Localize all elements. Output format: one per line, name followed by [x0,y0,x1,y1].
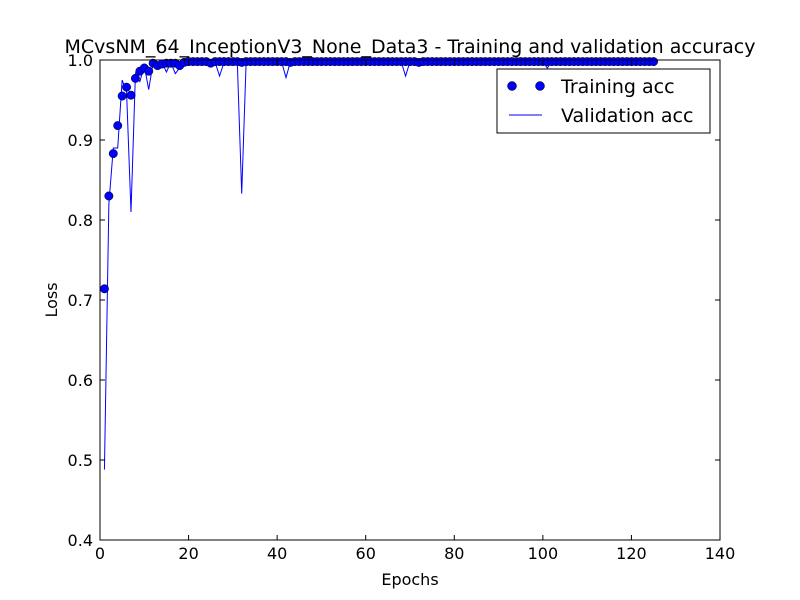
training-acc-point [144,66,154,76]
legend-marker-training [535,81,545,91]
x-axis-label: Epochs [381,570,438,589]
training-acc-point [108,149,118,159]
x-tick-label: 100 [528,544,559,563]
x-tick-label: 80 [444,544,464,563]
x-tick-label: 40 [267,544,287,563]
y-tick-label: 0.4 [68,531,93,550]
legend-label-validation: Validation acc [561,105,693,127]
y-tick-label: 0.7 [68,291,93,310]
training-acc-point [649,57,659,67]
x-tick-label: 140 [705,544,736,563]
training-acc-point [100,284,109,294]
x-tick-label: 120 [616,544,647,563]
x-tick-label: 60 [356,544,376,563]
y-axis-label: Loss [42,282,61,317]
y-tick-label: 0.9 [68,131,93,150]
training-acc-point [130,73,140,83]
training-acc-point [104,191,114,201]
plot-frame [99,59,721,541]
plot-area [100,60,720,540]
y-tick-label: 1.0 [68,51,93,70]
training-acc-point [113,121,123,131]
training-acc-point [126,90,136,100]
ticks-layer: 0 20 40 60 80 100 120 140 0.4 0.5 0.6 0.7 0.8 0.9 1.0 [68,51,736,563]
y-tick-label: 0.8 [68,211,93,230]
training-acc-point [117,91,127,101]
training-acc-point [122,82,132,92]
legend: Training acc Validation acc [496,68,711,134]
y-tick-label: 0.6 [68,371,93,390]
x-tick-label: 20 [178,544,198,563]
chart-title: MCvsNM_64_InceptionV3_None_Data3 - Train… [65,36,756,58]
y-tick-label: 0.5 [68,451,93,470]
legend-label-training: Training acc [560,76,675,98]
x-tick-label: 0 [95,544,105,563]
legend-box [496,68,711,134]
legend-marker-training [507,81,517,91]
